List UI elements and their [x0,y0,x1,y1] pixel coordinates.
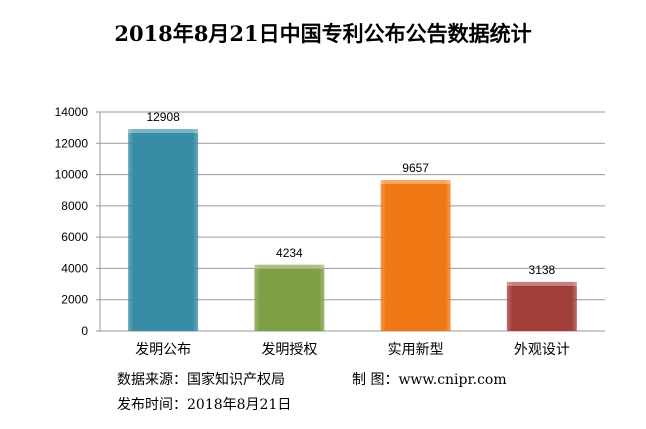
x-tick-label: 外观设计 [514,342,570,358]
x-tick-label: 发明授权 [261,342,317,358]
y-tick-label: 4000 [61,261,88,275]
y-tick-label: 2000 [61,293,88,307]
y-tick-label: 14000 [55,105,89,119]
chart-maker: 制 图：www.cnipr.com [352,369,507,389]
y-tick-label: 0 [81,324,88,338]
x-tick-label: 发明公布 [135,342,191,358]
data-label: 9657 [402,161,429,175]
data-label: 12908 [146,110,180,124]
bar-0 [128,129,198,331]
x-tick-label: 实用新型 [388,342,444,358]
y-tick-label: 6000 [61,230,88,244]
bar-highlight [507,282,577,286]
y-tick-label: 12000 [55,136,89,150]
bar-highlight [128,129,198,133]
data-source: 数据来源：国家知识产权局 [117,369,285,389]
bar-highlight [381,180,451,184]
publish-date: 发布时间：2018年8月21日 [117,394,291,414]
data-label: 4234 [276,246,303,260]
bar-chart: 0 2000 4000 6000 8000 10000 12000 14000 12908 发明公… [0,0,646,429]
bar-2 [381,180,451,331]
data-label: 3138 [529,263,556,277]
bar-1 [254,265,324,331]
bar-highlight [254,265,324,269]
y-tick-label: 8000 [61,199,88,213]
y-tick-label: 10000 [55,168,89,182]
bar-3 [507,282,577,331]
